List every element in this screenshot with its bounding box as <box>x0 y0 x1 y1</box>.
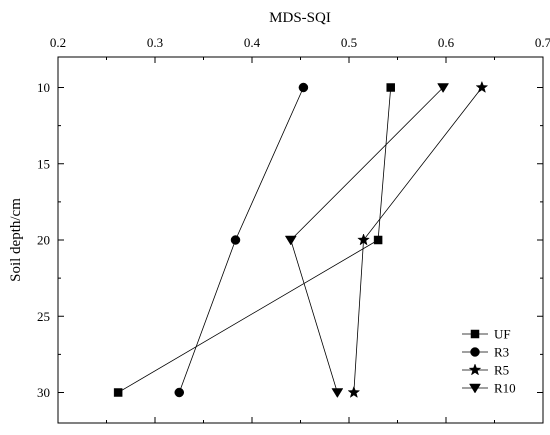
legend-marker-r3 <box>470 347 480 357</box>
data-point-r5 <box>347 385 361 398</box>
series-r10 <box>284 83 450 398</box>
legend-label: R5 <box>494 363 509 378</box>
series-line-r5 <box>353 87 483 393</box>
series-r3 <box>174 82 309 398</box>
y-tick-label: 30 <box>37 385 50 400</box>
data-point-r3 <box>230 235 241 245</box>
legend: UF R3 R5 R10 <box>462 327 516 396</box>
x-tick-label: 0.3 <box>147 35 163 50</box>
series-uf <box>113 83 395 397</box>
y-axis-title: Soil depth/cm <box>8 198 24 282</box>
y-tick-label: 20 <box>37 233 50 248</box>
series-line-r3 <box>178 87 304 393</box>
y-tick-label: 15 <box>37 156 50 171</box>
series-line-uf <box>117 87 392 393</box>
data-point-r10 <box>331 388 344 398</box>
legend-label: UF <box>494 327 511 342</box>
legend-label: R10 <box>494 381 516 396</box>
data-point-r3 <box>298 82 309 93</box>
legend-marker-r5 <box>468 363 482 376</box>
y-axis: 10 15 20 25 30 <box>37 80 543 400</box>
legend-marker-uf <box>470 329 480 339</box>
data-point-uf <box>373 235 383 245</box>
legend-item-r5: R5 <box>462 363 509 378</box>
data-point-uf <box>113 388 123 397</box>
legend-label: R3 <box>494 345 509 360</box>
data-point-r10 <box>437 83 450 93</box>
data-point-r10 <box>284 235 297 246</box>
series-layer <box>113 80 489 398</box>
data-point-uf <box>386 83 395 92</box>
x-axis: 0.2 0.3 0.4 0.5 0.6 0.7 <box>50 35 550 423</box>
x-tick-label: 0.5 <box>341 35 357 50</box>
legend-marker-r10 <box>469 383 481 394</box>
legend-item-r3: R3 <box>462 345 509 360</box>
y-tick-label: 25 <box>37 309 50 324</box>
legend-item-r10: R10 <box>462 381 516 396</box>
y-tick-label: 10 <box>37 80 50 95</box>
data-point-r5 <box>357 233 370 246</box>
x-tick-label: 0.2 <box>50 35 66 50</box>
x-tick-label: 0.7 <box>535 35 550 50</box>
x-axis-title: MDS-SQI <box>269 10 331 26</box>
x-tick-label: 0.6 <box>438 35 455 50</box>
series-r5 <box>347 80 489 398</box>
data-point-r5 <box>475 80 489 93</box>
legend-item-uf: UF <box>462 327 511 342</box>
data-point-r3 <box>174 387 184 398</box>
x-tick-label: 0.4 <box>244 35 261 50</box>
